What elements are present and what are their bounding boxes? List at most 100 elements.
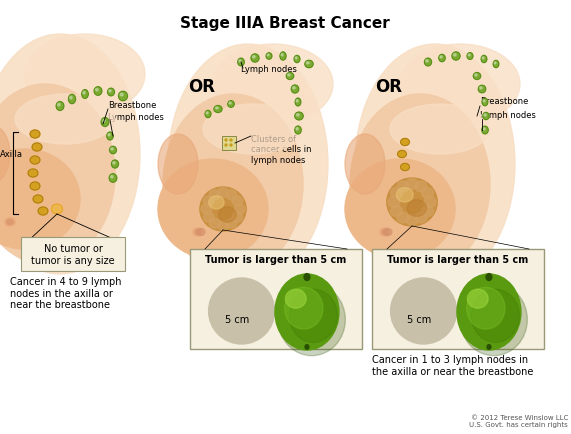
Ellipse shape (0, 85, 115, 264)
Ellipse shape (483, 128, 485, 131)
Ellipse shape (296, 100, 298, 103)
Ellipse shape (215, 108, 218, 110)
Ellipse shape (38, 207, 48, 216)
FancyBboxPatch shape (222, 137, 236, 151)
Text: Lymph nodes: Lymph nodes (480, 110, 536, 119)
Ellipse shape (58, 104, 60, 107)
Text: Stage IIIA Breast Cancer: Stage IIIA Breast Cancer (180, 16, 390, 31)
Ellipse shape (486, 274, 492, 281)
Ellipse shape (30, 131, 40, 139)
Text: Breastbone: Breastbone (480, 97, 528, 106)
Ellipse shape (460, 284, 528, 356)
Ellipse shape (110, 147, 116, 155)
Ellipse shape (158, 135, 198, 194)
Ellipse shape (391, 188, 403, 199)
Ellipse shape (401, 164, 409, 171)
Ellipse shape (350, 95, 490, 274)
Ellipse shape (225, 145, 227, 147)
Ellipse shape (397, 181, 409, 192)
Ellipse shape (25, 35, 145, 115)
Ellipse shape (203, 105, 303, 155)
Ellipse shape (481, 56, 487, 63)
Ellipse shape (280, 53, 286, 61)
Ellipse shape (480, 88, 482, 90)
Ellipse shape (421, 206, 433, 217)
Ellipse shape (493, 61, 499, 69)
Ellipse shape (424, 197, 436, 208)
Ellipse shape (94, 88, 102, 96)
Ellipse shape (453, 54, 456, 57)
Ellipse shape (232, 213, 243, 223)
Ellipse shape (467, 53, 473, 60)
Ellipse shape (238, 59, 244, 67)
Ellipse shape (195, 230, 201, 235)
Ellipse shape (483, 113, 489, 120)
Ellipse shape (396, 188, 413, 203)
Ellipse shape (457, 274, 521, 350)
Ellipse shape (5, 218, 15, 227)
Ellipse shape (291, 86, 299, 94)
Ellipse shape (397, 213, 409, 224)
Ellipse shape (0, 125, 10, 184)
Ellipse shape (397, 151, 407, 158)
Ellipse shape (203, 196, 214, 206)
Ellipse shape (292, 87, 295, 90)
Ellipse shape (107, 133, 113, 141)
Ellipse shape (391, 278, 457, 344)
Ellipse shape (232, 196, 243, 206)
Ellipse shape (51, 204, 62, 214)
Ellipse shape (102, 120, 105, 123)
Ellipse shape (295, 99, 301, 107)
Ellipse shape (487, 345, 491, 349)
FancyBboxPatch shape (190, 250, 362, 349)
Text: 5 cm: 5 cm (224, 315, 249, 325)
Ellipse shape (28, 170, 38, 178)
Ellipse shape (305, 61, 313, 69)
Ellipse shape (15, 95, 115, 145)
Ellipse shape (452, 53, 460, 61)
Text: No tumor or
tumor is any size: No tumor or tumor is any size (31, 243, 115, 265)
Text: 5 cm: 5 cm (407, 315, 431, 325)
Ellipse shape (473, 73, 481, 80)
Text: Tumor is larger than 5 cm: Tumor is larger than 5 cm (206, 254, 347, 264)
Ellipse shape (197, 229, 205, 236)
Ellipse shape (295, 58, 297, 60)
Ellipse shape (208, 278, 275, 344)
Ellipse shape (120, 94, 123, 97)
Ellipse shape (289, 289, 337, 342)
Ellipse shape (401, 139, 409, 146)
Text: Lymph nodes: Lymph nodes (108, 112, 164, 121)
Ellipse shape (33, 195, 43, 204)
Ellipse shape (406, 179, 418, 190)
Ellipse shape (205, 111, 211, 118)
Ellipse shape (112, 162, 115, 164)
Ellipse shape (483, 101, 485, 103)
FancyBboxPatch shape (372, 250, 544, 349)
Ellipse shape (286, 73, 293, 80)
Ellipse shape (478, 86, 486, 94)
Ellipse shape (288, 75, 290, 77)
Ellipse shape (30, 183, 40, 191)
Ellipse shape (69, 95, 75, 105)
Ellipse shape (266, 54, 272, 60)
Ellipse shape (200, 187, 246, 231)
Ellipse shape (168, 45, 328, 284)
Ellipse shape (484, 115, 486, 117)
Text: Clusters of
cancer cells in
lymph nodes: Clusters of cancer cells in lymph nodes (251, 135, 312, 164)
Ellipse shape (494, 62, 496, 65)
Ellipse shape (278, 284, 345, 356)
FancyBboxPatch shape (21, 237, 125, 271)
Ellipse shape (407, 200, 427, 217)
Ellipse shape (239, 60, 241, 63)
Ellipse shape (213, 45, 333, 125)
Ellipse shape (158, 160, 268, 260)
Ellipse shape (382, 230, 388, 235)
Ellipse shape (101, 118, 109, 127)
Ellipse shape (82, 90, 89, 99)
Ellipse shape (482, 99, 488, 106)
Ellipse shape (7, 220, 13, 225)
Ellipse shape (304, 274, 310, 281)
Ellipse shape (415, 181, 427, 192)
Ellipse shape (119, 92, 127, 102)
Text: OR: OR (188, 78, 215, 96)
